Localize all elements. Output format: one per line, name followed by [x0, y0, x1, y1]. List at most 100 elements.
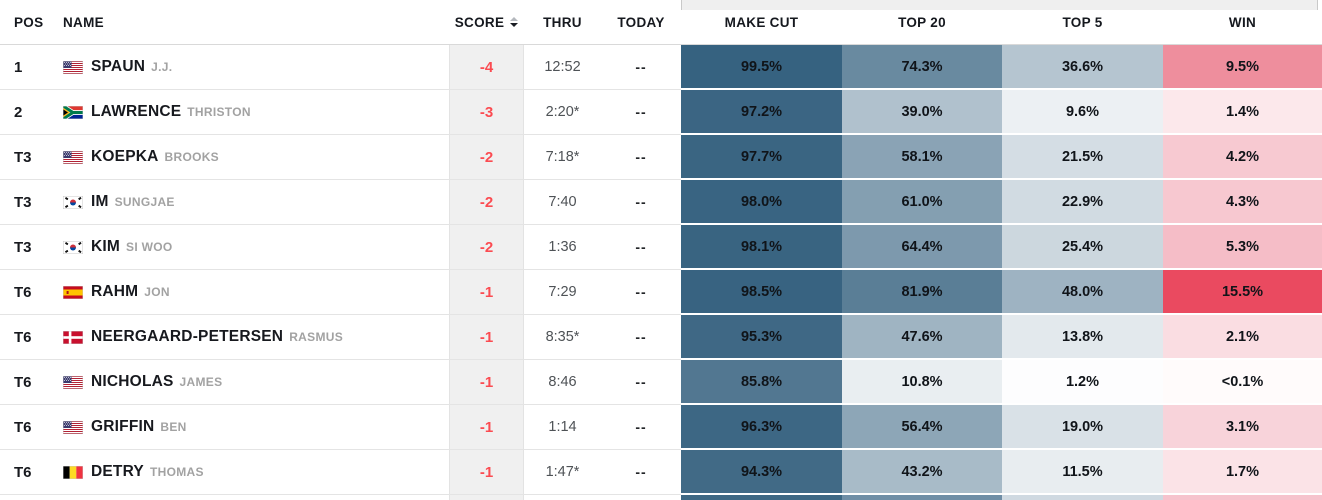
player-last-name: DETRY — [91, 463, 144, 480]
win-probability: 1.7% — [1163, 450, 1322, 495]
player-name-cell[interactable]: DETRY THOMAS — [49, 450, 449, 495]
player-first-name: JON — [144, 285, 170, 299]
partial-tab-bar[interactable] — [681, 0, 1318, 10]
player-today: -- — [601, 180, 681, 225]
top5-probability: 36.6% — [1002, 45, 1163, 90]
player-thru: 12:52 — [524, 45, 601, 90]
player-position: T6 — [0, 405, 49, 450]
column-header-score[interactable]: SCORE — [449, 0, 524, 44]
player-name-cell[interactable]: SPAUN J.J. — [49, 45, 449, 90]
top20-probability: 81.9% — [842, 270, 1002, 315]
flag-kor-icon — [63, 240, 83, 254]
column-header-top20[interactable]: TOP 20 — [898, 14, 946, 30]
player-today: -- — [601, 450, 681, 495]
flag-usa-icon — [63, 60, 83, 74]
player-name-cell[interactable]: GRIFFIN BEN — [49, 405, 449, 450]
top20-probability: 64.4% — [842, 225, 1002, 270]
top5-probability: 13.8% — [1002, 315, 1163, 360]
player-score: -1 — [449, 360, 524, 405]
top20-probability: 39.0% — [842, 90, 1002, 135]
table-row: T6 DETRY THOMAS -1 1:47* -- 94.3% 43.2% … — [0, 450, 1322, 495]
player-thru: 1:47* — [524, 450, 601, 495]
flag-dnk-icon — [63, 330, 83, 344]
column-header-pos[interactable]: POS — [14, 14, 44, 30]
sort-icon[interactable] — [510, 17, 519, 27]
player-position: T3 — [0, 225, 49, 270]
top20-probability: 43.2% — [842, 450, 1002, 495]
player-thru: 8:35* — [524, 315, 601, 360]
table-row: T3 KIM SI WOO -2 1:36 -- 98.1% 64.4% 25.… — [0, 225, 1322, 270]
make-cut-probability: 98.1% — [681, 225, 842, 270]
win-probability: 2.1% — [1163, 315, 1322, 360]
player-today: -- — [601, 90, 681, 135]
column-header-today[interactable]: TODAY — [617, 14, 665, 30]
table-row: 1 SPAUN J.J. -4 12:52 -- 99.5% 74.3% 36.… — [0, 45, 1322, 90]
column-header-thru[interactable]: THRU — [543, 14, 582, 30]
win-probability: 3.1% — [1163, 405, 1322, 450]
player-name-cell[interactable]: NICHOLAS JAMES — [49, 360, 449, 405]
partial-cell — [842, 495, 1002, 500]
player-name-cell[interactable]: KOEPKA BROOKS — [49, 135, 449, 180]
top20-probability: 61.0% — [842, 180, 1002, 225]
flag-kor-icon — [63, 195, 83, 209]
partial-cell — [681, 495, 842, 500]
flag-usa-icon — [63, 375, 83, 389]
win-probability: 4.3% — [1163, 180, 1322, 225]
player-first-name: SUNGJAE — [114, 195, 175, 209]
column-header-score-label: SCORE — [454, 14, 505, 30]
table-header: POS NAME SCORE THRU TODAY MAKE CUT TOP 2… — [0, 0, 1322, 45]
column-header-make-cut[interactable]: MAKE CUT — [724, 14, 799, 30]
table-row: T3 IM SUNGJAE -2 7:40 -- 98.0% 61.0% 22.… — [0, 180, 1322, 225]
sort-desc-arrow-icon — [510, 23, 519, 27]
player-last-name: GRIFFIN — [91, 418, 155, 435]
partial-cell — [1002, 495, 1163, 500]
flag-bel-icon — [63, 465, 83, 479]
make-cut-probability: 97.7% — [681, 135, 842, 180]
player-name-cell[interactable]: KIM SI WOO — [49, 225, 449, 270]
player-thru: 7:29 — [524, 270, 601, 315]
player-position: 1 — [0, 45, 49, 90]
top5-probability: 19.0% — [1002, 405, 1163, 450]
player-thru: 7:40 — [524, 180, 601, 225]
make-cut-probability: 98.0% — [681, 180, 842, 225]
sort-asc-arrow-icon — [510, 17, 519, 21]
column-header-top5[interactable]: TOP 5 — [1062, 14, 1103, 30]
player-last-name: SPAUN — [91, 58, 146, 75]
player-position: T6 — [0, 360, 49, 405]
partial-cell — [49, 495, 449, 500]
column-header-win[interactable]: WIN — [1228, 14, 1257, 30]
player-first-name: THRISTON — [187, 105, 251, 119]
column-header-name[interactable]: NAME — [63, 14, 104, 30]
make-cut-probability: 85.8% — [681, 360, 842, 405]
top20-probability: 56.4% — [842, 405, 1002, 450]
top5-probability: 48.0% — [1002, 270, 1163, 315]
partial-cell — [0, 495, 49, 500]
player-name-cell[interactable]: IM SUNGJAE — [49, 180, 449, 225]
player-thru: 8:46 — [524, 360, 601, 405]
top5-probability: 1.2% — [1002, 360, 1163, 405]
player-first-name: JAMES — [179, 375, 223, 389]
player-score: -1 — [449, 405, 524, 450]
table-row: T3 KOEPKA BROOKS -2 7:18* -- 97.7% 58.1%… — [0, 135, 1322, 180]
player-name-cell[interactable]: LAWRENCE THRISTON — [49, 90, 449, 135]
player-score: -2 — [449, 225, 524, 270]
win-probability: 9.5% — [1163, 45, 1322, 90]
make-cut-probability: 95.3% — [681, 315, 842, 360]
table-row: T6 GRIFFIN BEN -1 1:14 -- 96.3% 56.4% 19… — [0, 405, 1322, 450]
player-name-cell[interactable]: RAHM JON — [49, 270, 449, 315]
player-today: -- — [601, 360, 681, 405]
top5-probability: 11.5% — [1002, 450, 1163, 495]
player-score: -1 — [449, 315, 524, 360]
player-score: -2 — [449, 135, 524, 180]
top5-probability: 9.6% — [1002, 90, 1163, 135]
partial-cell — [449, 495, 524, 500]
win-probability: 4.2% — [1163, 135, 1322, 180]
player-name-cell[interactable]: NEERGAARD-PETERSEN RASMUS — [49, 315, 449, 360]
player-last-name: NICHOLAS — [91, 373, 174, 390]
flag-esp-icon — [63, 285, 83, 299]
player-last-name: KIM — [91, 238, 121, 255]
table-row: 2 LAWRENCE THRISTON -3 2:20* -- 97.2% 39… — [0, 90, 1322, 135]
partial-cell — [601, 495, 681, 500]
player-score: -3 — [449, 90, 524, 135]
player-today: -- — [601, 225, 681, 270]
